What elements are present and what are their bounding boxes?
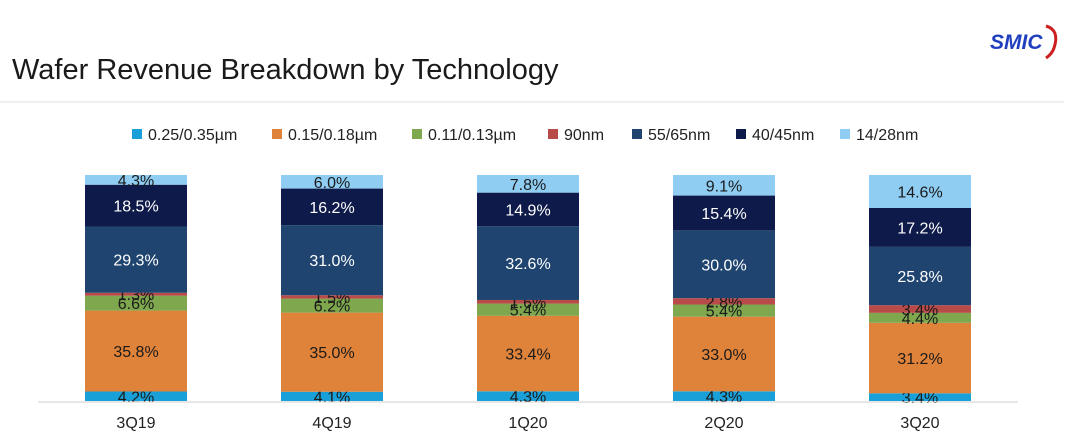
data-label-3Q19-5: 18.5% <box>113 199 158 216</box>
legend-marker-5 <box>736 129 746 139</box>
legend-marker-6 <box>840 129 850 139</box>
category-label-4Q19: 4Q19 <box>312 415 351 432</box>
bar-segment-3Q20-0 <box>869 393 971 401</box>
smic-logo: SMIC <box>990 24 1058 60</box>
bar-segment-3Q19-3 <box>85 292 187 296</box>
bar-segment-1Q20-0 <box>477 391 579 401</box>
data-label-2Q20-3: 2.8% <box>706 294 742 311</box>
bar-segment-1Q20-6 <box>477 175 579 193</box>
bar-segment-1Q20-2 <box>477 303 579 316</box>
legend-label-2: 0.11/0.13µm <box>428 127 516 144</box>
smic-logo-text: SMIC <box>990 31 1043 54</box>
bar-segment-1Q20-4 <box>477 226 579 300</box>
bar-segment-4Q19-6 <box>281 175 383 189</box>
data-label-3Q19-1: 35.8% <box>113 344 158 361</box>
bar-segment-4Q19-4 <box>281 225 383 296</box>
bar-segment-4Q19-5 <box>281 188 383 226</box>
data-label-1Q20-6: 7.8% <box>510 177 546 194</box>
category-label-3Q19: 3Q19 <box>116 415 155 432</box>
legend-label-3: 90nm <box>564 127 604 144</box>
bar-segment-3Q20-5 <box>869 207 971 247</box>
data-label-1Q20-2: 5.4% <box>510 303 546 320</box>
data-label-2Q20-5: 15.4% <box>701 206 746 223</box>
bar-segment-2Q20-1 <box>673 316 775 392</box>
data-label-3Q20-5: 17.2% <box>897 220 942 237</box>
data-label-3Q20-3: 3.4% <box>902 302 938 319</box>
bar-stack-2Q20: 4.3% 33.0% 5.4%2.8% 30.0% 15.4% 9.1% <box>673 175 775 406</box>
data-label-3Q19-6: 4.3% <box>118 173 154 190</box>
legend-marker-0 <box>132 129 142 139</box>
data-label-3Q19-2: 6.6% <box>118 296 154 313</box>
bar-segment-3Q20-1 <box>869 322 971 394</box>
data-label-3Q20-2: 4.4% <box>902 311 938 328</box>
smic-logo-swoosh-icon <box>1045 24 1058 60</box>
title-divider <box>0 101 1064 103</box>
data-label-2Q20-4: 30.0% <box>701 257 746 274</box>
data-label-1Q20-0: 4.3% <box>510 389 546 406</box>
data-label-4Q19-1: 35.0% <box>309 345 354 362</box>
data-label-1Q20-4: 32.6% <box>505 256 550 273</box>
bar-stack-1Q20: 4.3%33.4%5.4%1.6%32.6%14.9%7.8% <box>477 175 579 406</box>
bar-segment-4Q19-0 <box>281 391 383 401</box>
bar-segment-1Q20-5 <box>477 192 579 227</box>
data-label-4Q19-0: 4.1% <box>314 389 350 406</box>
legend: 0.25/0.35µm 0.15/0.18µm 0.11/0.13µm 90nm 55/… <box>132 127 918 144</box>
data-label-4Q19-4: 31.0% <box>309 253 354 270</box>
data-label-1Q20-1: 33.4% <box>505 347 550 364</box>
bar-segment-3Q20-6 <box>869 175 971 208</box>
data-label-2Q20-2: 5.4% <box>706 304 742 321</box>
bar-segment-4Q19-1 <box>281 312 383 392</box>
bar-segment-3Q19-0 <box>85 391 187 401</box>
bar-stack-4Q19: 4.1%35.0%6.2%1.5%31.0%16.2%6.0% <box>281 175 383 406</box>
data-label-2Q20-6: 9.1% <box>706 178 742 195</box>
data-label-3Q20-0: 3.4% <box>902 390 938 407</box>
bar-segment-2Q20-3 <box>673 298 775 305</box>
legend-marker-2 <box>412 129 422 139</box>
legend-label-1: 0.15/0.18µm <box>288 127 377 144</box>
data-label-3Q20-6: 14.6% <box>897 184 942 201</box>
bar-segment-2Q20-4 <box>673 230 775 299</box>
data-label-4Q19-2: 6.2% <box>314 299 350 316</box>
bar-segment-3Q19-4 <box>85 226 187 293</box>
legend-label-6: 14/28nm <box>856 127 918 144</box>
bar-stack-3Q19: 4.2%35.8%6.6%1.3%29.3%18.5%4.3% <box>85 173 187 406</box>
data-label-4Q19-6: 6.0% <box>314 175 350 192</box>
data-label-3Q20-4: 25.8% <box>897 269 942 286</box>
data-label-2Q20-1: 33.0% <box>701 347 746 364</box>
category-label-1Q20: 1Q20 <box>508 415 547 432</box>
data-label-2Q20-0: 4.3% <box>706 389 742 406</box>
bar-segment-1Q20-3 <box>477 299 579 304</box>
bar-segment-3Q19-5 <box>85 184 187 227</box>
bar-segment-3Q20-4 <box>869 246 971 306</box>
data-label-4Q19-5: 16.2% <box>309 200 354 217</box>
bar-segment-3Q19-1 <box>85 310 187 392</box>
bar-segment-3Q19-2 <box>85 295 187 311</box>
bar-segment-3Q20-2 <box>869 312 971 323</box>
page-title: Wafer Revenue Breakdown by Technology <box>12 54 559 86</box>
data-label-3Q20-1: 31.2% <box>897 351 942 368</box>
legend-label-5: 40/45nm <box>752 127 814 144</box>
bar-segment-4Q19-3 <box>281 295 383 299</box>
legend-marker-3 <box>548 129 558 139</box>
bar-segment-3Q19-6 <box>85 175 187 185</box>
category-label-2Q20: 2Q20 <box>704 415 743 432</box>
legend-label-4: 55/65nm <box>648 127 710 144</box>
bar-segment-1Q20-1 <box>477 315 579 392</box>
bar-segment-2Q20-2 <box>673 304 775 317</box>
data-label-1Q20-5: 14.9% <box>505 202 550 219</box>
bar-segment-2Q20-6 <box>673 175 775 196</box>
data-label-3Q19-4: 29.3% <box>113 253 158 270</box>
legend-label-0: 0.25/0.35µm <box>148 127 237 144</box>
legend-marker-4 <box>632 129 642 139</box>
bar-stack-3Q20: 3.4%31.2%4.4%3.4%25.8%17.2%14.6% <box>869 175 971 407</box>
bar-segment-2Q20-0 <box>673 391 775 401</box>
data-label-3Q19-0: 4.2% <box>118 389 154 406</box>
legend-marker-1 <box>272 129 282 139</box>
category-label-3Q20: 3Q20 <box>900 415 939 432</box>
bar-segment-3Q20-3 <box>869 305 971 313</box>
bar-segment-2Q20-5 <box>673 195 775 231</box>
bar-segment-4Q19-2 <box>281 298 383 313</box>
